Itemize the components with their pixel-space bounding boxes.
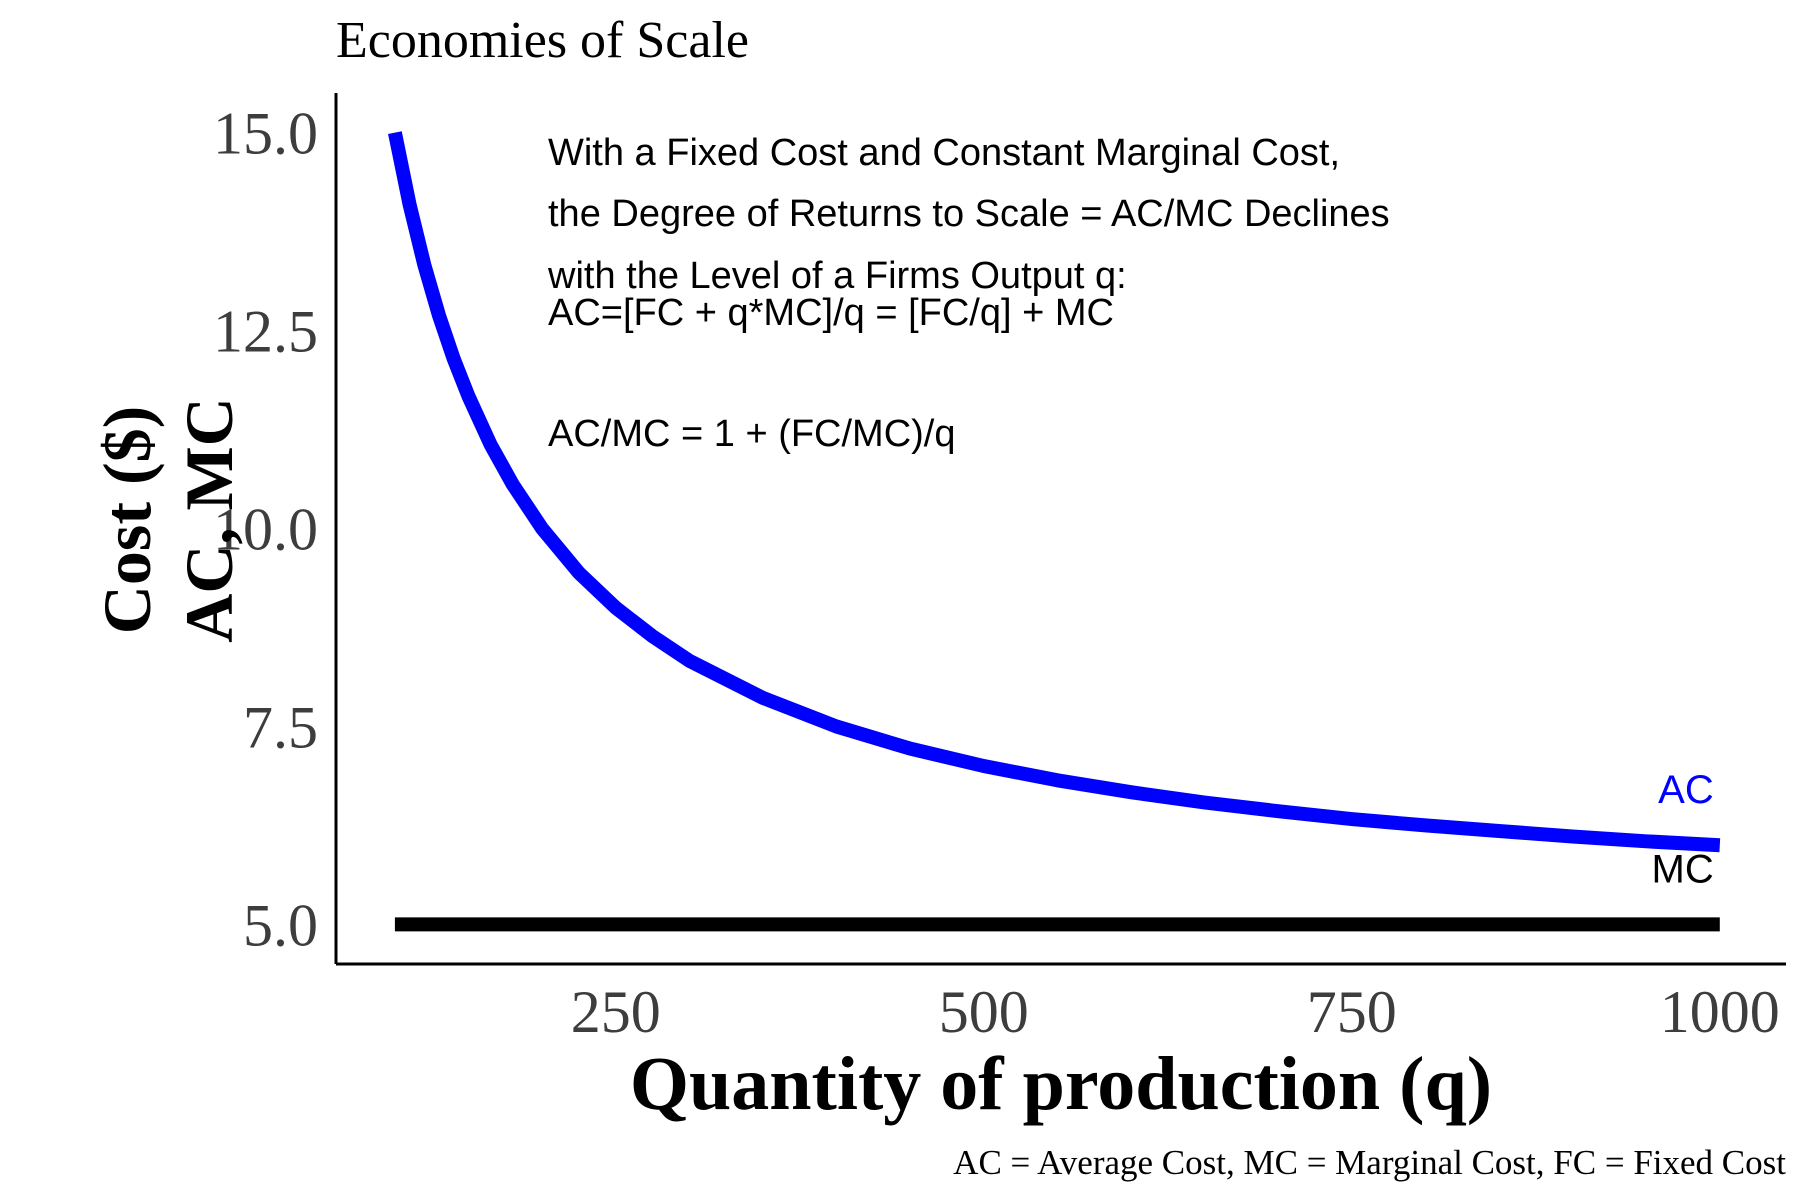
- chart-title: Economies of Scale: [336, 12, 749, 69]
- annotation-line-4: AC=[FC + q*MC]/q = [FC/q] + MC: [548, 292, 1114, 334]
- annotation-line-1: With a Fixed Cost and Constant Marginal …: [548, 132, 1340, 174]
- y-axis-label-line-1: Cost ($): [89, 406, 165, 635]
- y-tick-labels: 5.0 7.5 10.0 12.5 15.0: [213, 101, 318, 959]
- annotation-line-5: AC/MC = 1 + (FC/MC)/q: [548, 413, 956, 455]
- x-tick-label: 750: [1307, 979, 1397, 1045]
- x-axis-label: Quantity of production (q): [630, 1042, 1492, 1126]
- y-tick-label: 10.0: [213, 497, 318, 563]
- y-axis-label-line-2: AC, MC: [171, 397, 247, 643]
- y-tick-label: 15.0: [213, 101, 318, 167]
- annotation-line-2: the Degree of Returns to Scale = AC/MC D…: [548, 193, 1390, 235]
- series-layer: AC MC: [388, 131, 1721, 932]
- plot-panel: AC MC With a Fixed Cost and Constant Marg…: [334, 93, 1786, 966]
- ac-curve: [388, 131, 1721, 853]
- mc-line-label: MC: [1652, 847, 1714, 891]
- x-tick-label: 1000: [1660, 979, 1780, 1045]
- annotation-line-3: with the Level of a Firms Output q:: [547, 255, 1127, 297]
- y-tick-label: 7.5: [243, 694, 318, 760]
- y-axis-label: Cost ($) AC, MC: [89, 397, 247, 643]
- x-tick-labels: 250 500 750 1000: [571, 979, 1780, 1045]
- ac-line-label: AC: [1658, 768, 1714, 812]
- y-tick-label: 12.5: [213, 299, 318, 365]
- x-tick-label: 250: [571, 979, 661, 1045]
- chart-caption: AC = Average Cost, MC = Marginal Cost, F…: [953, 1143, 1786, 1182]
- y-tick-label: 5.0: [243, 892, 318, 958]
- annotation-layer: With a Fixed Cost and Constant Marginal …: [547, 132, 1390, 455]
- x-tick-label: 500: [939, 979, 1029, 1045]
